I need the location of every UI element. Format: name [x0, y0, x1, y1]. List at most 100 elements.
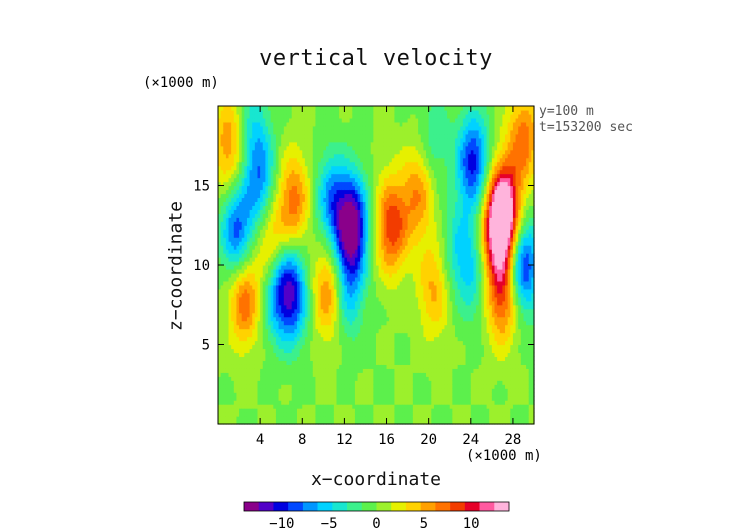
heatmap-cell — [241, 368, 245, 373]
heatmap-cell — [286, 344, 290, 350]
heatmap-cell — [249, 249, 253, 254]
heatmap-cell — [307, 125, 311, 131]
heatmap-cell — [376, 300, 380, 306]
heatmap-cell — [370, 332, 374, 338]
heatmap-cell — [339, 340, 343, 346]
heatmap-cell — [239, 364, 243, 369]
heatmap-cell — [283, 201, 288, 206]
heatmap-cell — [228, 384, 232, 389]
heatmap-cell — [368, 117, 372, 123]
heatmap-cell — [225, 233, 230, 238]
heatmap-cell — [262, 320, 266, 326]
heatmap-cell — [362, 153, 367, 159]
heatmap-cell — [349, 265, 353, 270]
heatmap-cell — [291, 332, 295, 338]
heatmap-cell — [323, 169, 327, 175]
heatmap-cell — [249, 165, 253, 171]
heatmap-cell — [283, 352, 288, 358]
heatmap-cell — [286, 106, 290, 111]
heatmap-cell — [325, 193, 330, 199]
heatmap-cell — [283, 300, 288, 306]
heatmap-cell — [231, 117, 235, 123]
heatmap-cell — [262, 388, 266, 393]
heatmap-cell — [320, 245, 324, 250]
heatmap-cell — [376, 241, 380, 246]
heatmap-cell — [260, 125, 264, 131]
heatmap-cell — [360, 133, 364, 139]
heatmap-cell — [278, 388, 282, 393]
heatmap-cell — [323, 372, 327, 377]
heatmap-cell — [376, 416, 380, 421]
heatmap-cell — [265, 400, 269, 405]
heatmap-cell — [336, 113, 340, 119]
heatmap-cell — [362, 368, 367, 373]
heatmap-cell — [289, 368, 293, 373]
heatmap-cell — [270, 304, 274, 310]
heatmap-cell — [254, 189, 259, 195]
heatmap-cell — [220, 400, 224, 405]
heatmap-cell — [241, 261, 245, 266]
heatmap-cell — [233, 137, 238, 143]
heatmap-cell — [291, 300, 295, 306]
heatmap-cell — [291, 109, 295, 115]
heatmap-cell — [252, 360, 256, 365]
heatmap-cell — [368, 217, 372, 222]
heatmap-cell — [262, 296, 266, 302]
heatmap-cell — [331, 388, 335, 393]
heatmap-cell — [325, 117, 330, 123]
heatmap-cell — [312, 296, 317, 302]
heatmap-cell — [318, 364, 322, 369]
heatmap-cell — [218, 272, 222, 278]
heatmap-cell — [299, 137, 303, 143]
heatmap-cell — [291, 392, 295, 397]
heatmap-cell — [220, 169, 224, 175]
heatmap-cell — [333, 340, 338, 346]
heatmap-cell — [299, 177, 303, 183]
heatmap-cell — [354, 201, 359, 206]
heatmap-cell — [223, 221, 227, 226]
heatmap-cell — [252, 181, 256, 187]
heatmap-cell — [283, 280, 288, 286]
heatmap-cell — [315, 352, 319, 358]
heatmap-cell — [281, 241, 285, 246]
heatmap-cell — [283, 213, 288, 218]
heatmap-cell — [378, 296, 382, 302]
heatmap-cell — [278, 276, 282, 282]
heatmap-cell — [273, 205, 277, 210]
heatmap-cell — [368, 181, 372, 187]
heatmap-cell — [362, 296, 367, 302]
heatmap-cell — [357, 265, 361, 270]
heatmap-cell — [268, 265, 272, 270]
heatmap-cell — [278, 109, 282, 115]
heatmap-cell — [286, 193, 290, 199]
heatmap-cell — [281, 217, 285, 222]
heatmap-cell — [376, 133, 380, 139]
heatmap-cell — [320, 225, 324, 230]
heatmap-cell — [278, 225, 282, 230]
heatmap-cell — [352, 296, 356, 302]
heatmap-cell — [368, 292, 372, 298]
heatmap-cell — [344, 233, 348, 238]
heatmap-cell — [273, 404, 277, 409]
heatmap-cell — [281, 292, 285, 298]
heatmap-cell — [299, 106, 303, 111]
heatmap-cell — [336, 161, 340, 167]
heatmap-cell — [249, 217, 253, 222]
heatmap-cell — [307, 145, 311, 151]
heatmap-cell — [275, 320, 280, 326]
heatmap-cell — [360, 332, 364, 338]
heatmap-cell — [357, 145, 361, 151]
heatmap-cell — [270, 324, 274, 330]
heatmap-cell — [249, 233, 253, 238]
heatmap-cell — [362, 324, 367, 330]
heatmap-cell — [270, 193, 274, 199]
heatmap-cell — [320, 368, 324, 373]
heatmap-cell — [244, 217, 248, 222]
heatmap-cell — [244, 308, 248, 314]
heatmap-cell — [273, 121, 277, 127]
heatmap-cell — [302, 157, 306, 163]
heatmap-cell — [349, 368, 353, 373]
heatmap-cell — [333, 121, 338, 127]
heatmap-cell — [281, 177, 285, 183]
heatmap-cell — [357, 221, 361, 226]
